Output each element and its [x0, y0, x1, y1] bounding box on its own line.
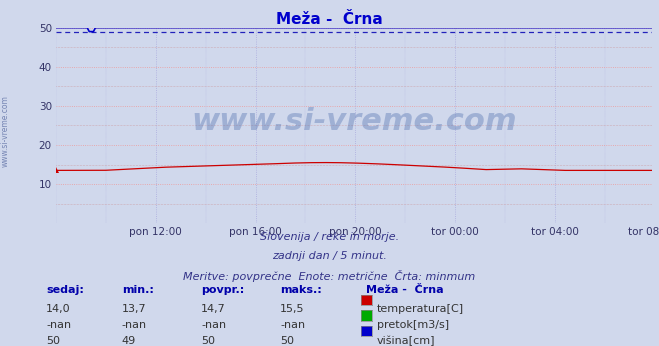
Text: 50: 50	[46, 336, 60, 346]
Text: povpr.:: povpr.:	[201, 285, 244, 295]
Text: -nan: -nan	[46, 320, 71, 330]
Text: 13,7: 13,7	[122, 304, 146, 315]
Text: maks.:: maks.:	[280, 285, 322, 295]
Text: -nan: -nan	[122, 320, 147, 330]
Text: temperatura[C]: temperatura[C]	[377, 304, 464, 315]
Text: zadnji dan / 5 minut.: zadnji dan / 5 minut.	[272, 251, 387, 261]
Text: 15,5: 15,5	[280, 304, 304, 315]
Text: 50: 50	[201, 336, 215, 346]
Text: Meritve: povprečne  Enote: metrične  Črta: minmum: Meritve: povprečne Enote: metrične Črta:…	[183, 270, 476, 282]
Text: 49: 49	[122, 336, 136, 346]
Text: 50: 50	[280, 336, 294, 346]
Text: www.si-vreme.com: www.si-vreme.com	[191, 107, 517, 136]
Text: min.:: min.:	[122, 285, 154, 295]
Text: www.si-vreme.com: www.si-vreme.com	[1, 95, 10, 167]
Text: pretok[m3/s]: pretok[m3/s]	[377, 320, 449, 330]
Text: Slovenija / reke in morje.: Slovenija / reke in morje.	[260, 232, 399, 242]
Text: -nan: -nan	[280, 320, 305, 330]
Text: Meža -  Črna: Meža - Črna	[366, 285, 444, 295]
Text: Meža -  Črna: Meža - Črna	[276, 12, 383, 27]
Text: višina[cm]: višina[cm]	[377, 336, 436, 346]
Text: -nan: -nan	[201, 320, 226, 330]
Text: 14,7: 14,7	[201, 304, 226, 315]
Text: 14,0: 14,0	[46, 304, 71, 315]
Text: sedaj:: sedaj:	[46, 285, 84, 295]
